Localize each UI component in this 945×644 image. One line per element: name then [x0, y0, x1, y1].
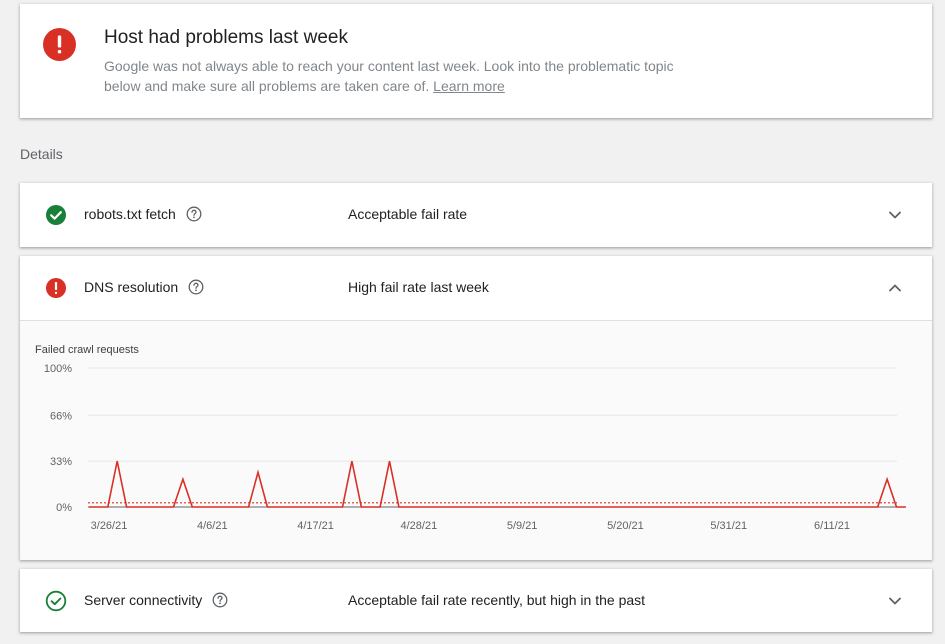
x-tick-label: 6/11/21	[814, 520, 850, 532]
server-connectivity-name: Server connectivity	[84, 592, 228, 609]
robots-fetch-card: robots.txt fetch Acceptable fail rate	[20, 183, 932, 247]
error-icon	[46, 278, 66, 298]
chart-svg: 100% 66% 33% 0% 3/26/21 4/6/21 4/17/21 4/28/21 5…	[44, 363, 906, 532]
server-connectivity-card: Server connectivity Acceptable fail rate…	[20, 569, 932, 632]
dns-resolution-label: DNS resolution	[84, 279, 179, 295]
dns-divider	[20, 320, 932, 321]
dns-resolution-row[interactable]: DNS resolution High fail rate last week	[20, 256, 932, 320]
alert-title: Host had problems last week	[104, 27, 348, 48]
check-circle-outline-icon	[45, 590, 67, 612]
x-tick-label: 3/26/21	[91, 520, 128, 532]
chevron-up-icon[interactable]	[885, 278, 905, 298]
x-tick-label: 4/17/21	[297, 520, 334, 532]
chevron-down-icon[interactable]	[885, 591, 905, 611]
x-tick-label: 4/28/21	[401, 520, 438, 532]
help-icon[interactable]	[188, 279, 204, 295]
dns-resolution-card: DNS resolution High fail rate last week …	[20, 256, 932, 560]
series-line	[89, 460, 906, 508]
server-connectivity-row[interactable]: Server connectivity Acceptable fail rate…	[20, 569, 932, 633]
x-tick-label: 5/9/21	[507, 520, 538, 532]
y-tick-label: 0%	[56, 502, 72, 514]
chevron-down-icon[interactable]	[885, 205, 905, 225]
dns-resolution-status: High fail rate last week	[348, 279, 489, 295]
help-icon[interactable]	[212, 592, 228, 608]
y-tick-label: 66%	[50, 410, 72, 422]
learn-more-link[interactable]: Learn more	[433, 78, 505, 94]
host-status-alert-card: Host had problems last week Google was n…	[20, 4, 932, 118]
robots-fetch-status: Acceptable fail rate	[348, 206, 468, 222]
x-tick-label: 5/20/21	[607, 520, 644, 532]
y-tick-label: 33%	[50, 456, 72, 468]
details-section-label: Details	[20, 146, 63, 162]
failed-crawl-requests-chart: Failed crawl requests 100% 66% 33% 0% 3/26/2…	[20, 321, 932, 560]
dns-resolution-name: DNS resolution	[84, 279, 204, 296]
check-circle-icon	[46, 205, 66, 225]
error-icon	[43, 28, 76, 61]
robots-fetch-label: robots.txt fetch	[84, 206, 176, 222]
help-icon[interactable]	[186, 206, 202, 222]
alert-description-text: Google was not always able to reach your…	[104, 58, 674, 94]
x-tick-label: 4/6/21	[197, 520, 228, 532]
robots-fetch-name: robots.txt fetch	[84, 206, 202, 223]
x-tick-label: 5/31/21	[710, 520, 747, 532]
robots-fetch-row[interactable]: robots.txt fetch Acceptable fail rate	[20, 183, 932, 247]
y-tick-label: 100%	[44, 363, 72, 375]
chart-title: Failed crawl requests	[35, 344, 139, 356]
alert-description: Google was not always able to reach your…	[104, 56, 704, 96]
server-connectivity-label: Server connectivity	[84, 592, 203, 608]
server-connectivity-status: Acceptable fail rate recently, but high …	[348, 592, 646, 608]
